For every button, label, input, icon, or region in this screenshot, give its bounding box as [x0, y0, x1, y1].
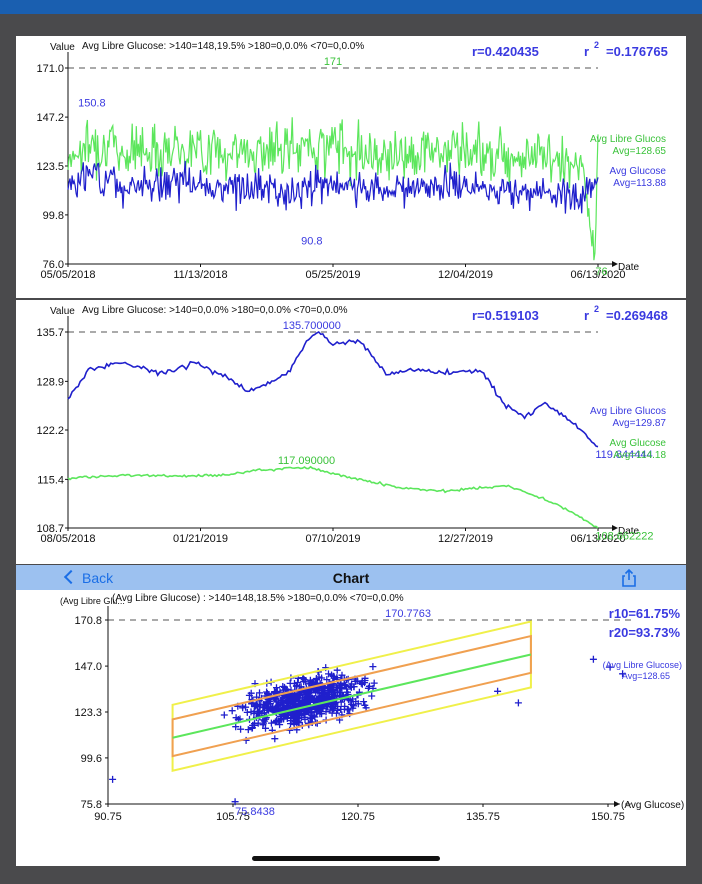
x-tick-label: 01/21/2019 — [173, 533, 228, 545]
band-stat: r20=93.73% — [609, 625, 681, 640]
legend-average: Avg=129.87 — [613, 418, 667, 429]
status-bar — [0, 0, 702, 14]
legend-average: Avg=113.88 — [613, 178, 666, 189]
data-label: 76 — [595, 266, 607, 278]
x-tick-label: 135.75 — [466, 811, 500, 823]
chart-svg-scatter: (Avg Libre Glu...(Avg Libre Glucose) : >… — [60, 593, 684, 823]
x-tick-label: 120.75 — [341, 811, 375, 823]
page-title: Chart — [332, 570, 370, 586]
r-value: r=0.420435 — [472, 44, 539, 59]
home-indicator[interactable] — [252, 856, 440, 861]
series-line — [67, 117, 599, 261]
x-tick-label: 07/10/2019 — [305, 533, 360, 545]
x-tick-label: 06/13/2020 — [570, 269, 625, 281]
series-line — [67, 465, 599, 529]
y-tick-label: 123.3 — [74, 707, 102, 719]
legend-entry: Avg Glucose — [609, 166, 666, 177]
scatter-points — [109, 655, 627, 806]
series-line — [67, 331, 599, 448]
chart-svg-smoothed: Value Avg Libre Glucose: >140=0,0.0% >180… — [36, 304, 668, 545]
r-value: r=0.519103 — [472, 308, 539, 323]
legend-entry: (Avg Libre Glucose) — [603, 660, 682, 670]
y-tick-label: 75.8 — [81, 799, 102, 811]
r2-value: =0.176765 — [606, 44, 668, 59]
y-axis-label: (Avg Libre Glu... — [60, 596, 125, 606]
regression-line — [172, 653, 532, 739]
y-tick-label: 99.8 — [43, 210, 64, 222]
x-axis-arrow — [612, 525, 618, 531]
data-label: 108.662222 — [595, 530, 653, 542]
y-tick-label: 171.0 — [36, 63, 64, 75]
x-tick-label: 05/25/2019 — [305, 269, 360, 281]
data-label: 75.8438 — [235, 806, 275, 818]
r2-label: r — [584, 44, 589, 59]
chart-svg-raw: Value Avg Libre Glucose: >140=148,19.5% >… — [36, 40, 668, 281]
navigation-bar: Back Chart — [16, 565, 686, 591]
y-tick-label: 123.5 — [36, 161, 64, 173]
back-label: Back — [82, 570, 114, 586]
y-axis-label: Value — [50, 306, 75, 317]
share-icon[interactable] — [619, 568, 639, 588]
x-axis-arrow — [614, 801, 620, 807]
x-axis-arrow — [612, 261, 618, 267]
time-series-chart-smoothed: Value Avg Libre Glucose: >140=0,0.0% >180… — [16, 300, 686, 564]
x-tick-label: 05/05/2018 — [40, 269, 95, 281]
y-tick-label: 122.2 — [36, 425, 64, 437]
y-tick-label: 128.9 — [36, 376, 64, 388]
x-axis-label: Date — [618, 262, 640, 273]
scatter-chart: (Avg Libre Glu... (Avg Libre Glucose) : >… — [16, 590, 686, 866]
chart-header: Avg Libre Glucose: >140=0,0.0% >180=0,0.… — [82, 305, 348, 316]
x-tick-label: 150.75 — [591, 811, 625, 823]
x-tick-label: 08/05/2018 — [40, 533, 95, 545]
data-label: 150.8 — [78, 98, 106, 110]
y-tick-label: 135.7 — [36, 327, 64, 339]
data-label: 117.090000 — [278, 455, 335, 467]
legend-entry: Avg Glucose — [609, 438, 666, 449]
chart-header: Avg Libre Glucose: >140=148,19.5% >180=0… — [82, 41, 364, 52]
y-axis-label: Value — [50, 42, 75, 53]
data-label: 119.844444 — [595, 449, 652, 461]
chart-header: (Avg Libre Glucose) : >140=148,18.5% >18… — [112, 593, 404, 604]
legend-average: Avg=128.65 — [613, 146, 667, 157]
x-tick-label: 12/27/2019 — [438, 533, 493, 545]
band-stat: r10=61.75% — [609, 606, 681, 621]
legend-average: Avg=114.18 — [613, 450, 666, 461]
data-label: 135.700000 — [283, 320, 341, 332]
r2-exponent: 2 — [594, 304, 599, 314]
data-label: 170.7763 — [385, 608, 431, 620]
y-tick-label: 76.0 — [43, 259, 64, 271]
x-tick-label: 12/04/2019 — [438, 269, 493, 281]
r2-exponent: 2 — [594, 40, 599, 50]
x-tick-label: 06/13/2020 — [570, 533, 625, 545]
x-axis-label: (Avg Glucose) — [621, 800, 684, 811]
x-axis-label: Date — [618, 526, 640, 537]
legend-entry: Avg Libre Glucos — [590, 406, 666, 417]
y-tick-label: 99.6 — [81, 753, 102, 765]
y-tick-label: 170.8 — [74, 615, 102, 627]
y-tick-label: 147.2 — [36, 112, 64, 124]
back-button[interactable]: Back — [63, 569, 114, 586]
y-tick-label: 115.4 — [37, 474, 64, 486]
data-label: 171 — [324, 56, 342, 68]
time-series-chart-raw: Value Avg Libre Glucose: >140=148,19.5% >… — [16, 36, 686, 298]
r2-label: r — [584, 308, 589, 323]
x-tick-label: 90.75 — [94, 811, 122, 823]
inner-band-10 — [171, 634, 532, 758]
legend-entry: Avg Libre Glucos — [590, 134, 666, 145]
y-tick-label: 108.7 — [36, 523, 64, 535]
x-tick-label: 105.75 — [216, 811, 250, 823]
y-tick-label: 147.0 — [74, 661, 102, 673]
data-label: 90.8 — [301, 235, 322, 247]
x-tick-label: 11/13/2018 — [173, 269, 227, 281]
legend-average: Avg=128.65 — [622, 671, 670, 681]
r2-value: =0.269468 — [606, 308, 668, 323]
series-line — [67, 160, 599, 214]
